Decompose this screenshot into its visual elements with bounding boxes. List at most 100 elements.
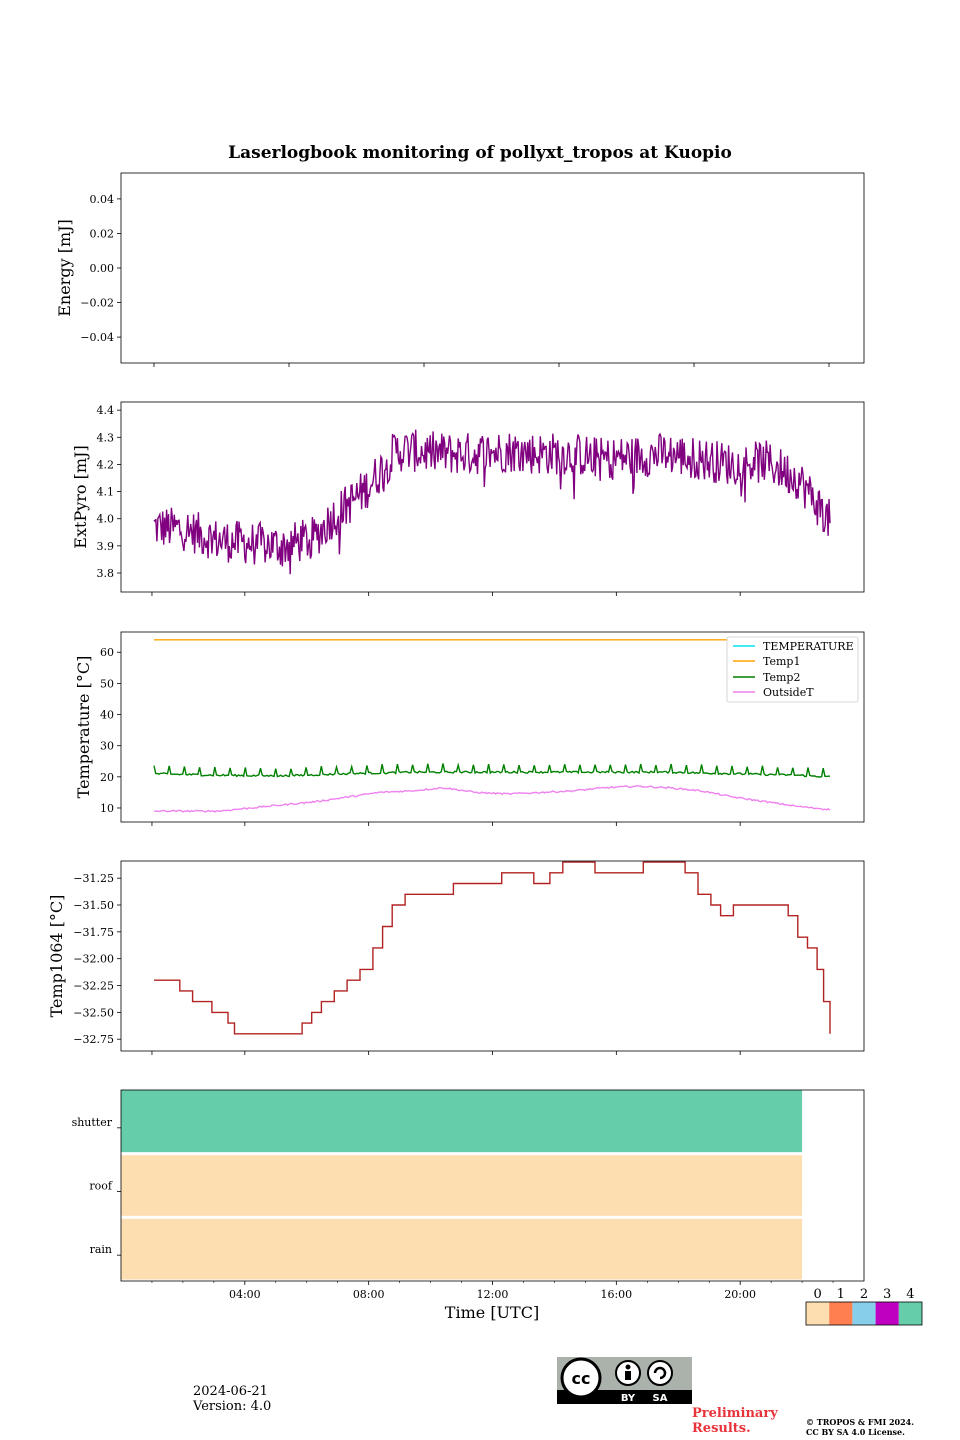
y-tick-label: −0.04	[80, 331, 114, 344]
y-tick-label: −31.25	[73, 872, 114, 885]
temp1064-y-label: Temp1064 [°C]	[47, 895, 66, 1018]
footer-version: Version: 4.0	[193, 1399, 272, 1414]
temp1064-series	[154, 861, 831, 1035]
sa-share-icon	[647, 1360, 673, 1386]
colorbar-tick-label: 2	[860, 1287, 868, 1302]
footer-date-version: 2024-06-21 Version: 4.0	[193, 1384, 271, 1414]
x-tick-label: 04:00	[229, 1288, 261, 1301]
colorbar-swatch	[898, 1302, 922, 1325]
status-row-roof	[121, 1155, 803, 1216]
temperature-panel: 10 20 30 40 50 60 Temperature [°C] TEMPERATUR…	[74, 631, 865, 826]
temperature-series	[153, 639, 831, 813]
extpyro-y-ticks: 3.8 3.9 4.0 4.1 4.2 4.3 4.4	[97, 404, 121, 580]
figure-title: Laserlogbook monitoring of pollyxt_tropo…	[228, 143, 732, 163]
status-row-shutter	[121, 1090, 803, 1153]
y-tick-label: −31.75	[73, 926, 114, 939]
extpyro-panel: 3.8 3.9 4.0 4.1 4.2 4.3 4.4 ExtPyro [mJ]	[71, 401, 865, 596]
temperature-x-ticks	[151, 822, 741, 826]
temperature-y-label: Temperature [°C]	[74, 656, 93, 799]
legend-label-outsidet: OutsideT	[763, 686, 814, 699]
extpyro-y-label: ExtPyro [mJ]	[71, 445, 90, 548]
cc-by-sa-badge: cc BY SA	[557, 1357, 692, 1404]
y-tick-label: 0.04	[90, 193, 115, 206]
legend-label-temperature: TEMPERATURE	[763, 640, 854, 653]
y-tick-label: 4.3	[97, 431, 115, 444]
temperature-y-ticks: 10 20 30 40 50 60	[100, 646, 121, 815]
y-tick-label: −32.25	[73, 980, 114, 993]
colorbar-tick-label: 0	[813, 1287, 821, 1302]
extpyro-axes-frame	[120, 401, 865, 593]
y-tick-label: 4.2	[97, 458, 115, 471]
legend-label-temp1: Temp1	[763, 655, 800, 668]
copyright-line2: CC BY SA 4.0 License.	[806, 1427, 905, 1437]
extpyro-series	[153, 429, 831, 575]
temp1064-x-ticks	[151, 1051, 741, 1055]
copyright-line1: © TROPOS & FMI 2024.	[806, 1417, 915, 1427]
footer-date: 2024-06-21	[193, 1384, 268, 1399]
status-row-rain	[121, 1218, 803, 1280]
status-panel: shutter roof rain 04:00 08:00 12:00 16:00 20:0…	[72, 1089, 865, 1322]
preliminary-line1: Preliminary	[692, 1406, 778, 1421]
row-label: roof	[89, 1180, 113, 1193]
colorbar-tick-label: 4	[906, 1287, 914, 1302]
y-tick-label: −32.50	[73, 1006, 114, 1019]
x-tick-label: 12:00	[477, 1288, 509, 1301]
energy-y-ticks: 0.04 0.02 0.00 −0.02 −0.04	[80, 193, 121, 344]
y-tick-label: 4.1	[97, 486, 115, 499]
x-tick-label: 08:00	[353, 1288, 385, 1301]
x-tick-label: 20:00	[724, 1288, 756, 1301]
status-x-label: Time [UTC]	[445, 1303, 539, 1322]
y-tick-label: 30	[100, 740, 114, 753]
y-tick-label: 50	[100, 677, 114, 690]
y-tick-label: 20	[100, 771, 114, 784]
temp2-line	[153, 762, 830, 778]
preliminary-line2: Results.	[692, 1421, 751, 1436]
colorbar-tick-label: 3	[883, 1287, 891, 1302]
temp1064-line	[154, 861, 831, 1035]
colorbar-tick-label: 1	[837, 1287, 845, 1302]
extpyro-x-ticks	[151, 592, 741, 596]
y-tick-label: −32.00	[73, 953, 114, 966]
temp1064-panel: −31.25 −31.50 −31.75 −32.00 −32.25 −32.50 −32.…	[47, 860, 865, 1055]
energy-axes-frame	[120, 172, 865, 364]
colorbar-swatch	[806, 1302, 830, 1325]
temperature-legend: TEMPERATURE Temp1 Temp2 OutsideT	[726, 636, 859, 703]
status-cells	[121, 1090, 803, 1280]
row-label: shutter	[72, 1116, 113, 1129]
x-tick-label: 16:00	[600, 1288, 632, 1301]
energy-panel: 0.04 0.02 0.00 −0.02 −0.04 Energy [mJ]	[55, 172, 865, 367]
y-tick-label: −31.50	[73, 899, 114, 912]
svg-text:cc: cc	[572, 1369, 591, 1388]
y-tick-label: 4.0	[97, 513, 115, 526]
row-label: rain	[90, 1243, 112, 1256]
preliminary-note: Preliminary Results.	[692, 1406, 778, 1436]
y-tick-label: 10	[100, 802, 114, 815]
energy-y-label: Energy [mJ]	[55, 219, 74, 317]
status-row-labels: shutter roof rain	[72, 1116, 121, 1256]
cc-logo-icon	[560, 1357, 602, 1399]
status-x-ticks: 04:00 08:00 12:00 16:00 20:00	[151, 1281, 834, 1301]
y-tick-label: 0.00	[90, 262, 115, 275]
copyright-note: © TROPOS & FMI 2024. CC BY SA 4.0 Licens…	[806, 1417, 914, 1437]
legend-label-temp2: Temp2	[763, 671, 800, 684]
badge-by-label: BY	[621, 1393, 636, 1404]
colorbar-frame	[805, 1301, 923, 1326]
y-tick-label: 4.4	[97, 404, 115, 417]
y-tick-label: 40	[100, 709, 114, 722]
badge-sa-label: SA	[653, 1393, 668, 1404]
colorbar-swatch	[852, 1302, 876, 1325]
y-tick-label: 3.9	[97, 540, 115, 553]
colorbar-swatch	[829, 1302, 853, 1325]
y-tick-label: 0.02	[90, 227, 115, 240]
extpyro-line	[153, 429, 831, 575]
energy-x-ticks	[153, 363, 830, 367]
y-tick-label: 3.8	[97, 567, 115, 580]
y-tick-label: −0.02	[80, 297, 114, 310]
outsidet-line	[153, 784, 831, 813]
colorbar-swatch	[875, 1302, 899, 1325]
temp1064-y-ticks: −31.25 −31.50 −31.75 −32.00 −32.25 −32.50 −32.…	[73, 872, 121, 1046]
legend-box	[726, 636, 859, 703]
y-tick-label: 60	[100, 646, 114, 659]
